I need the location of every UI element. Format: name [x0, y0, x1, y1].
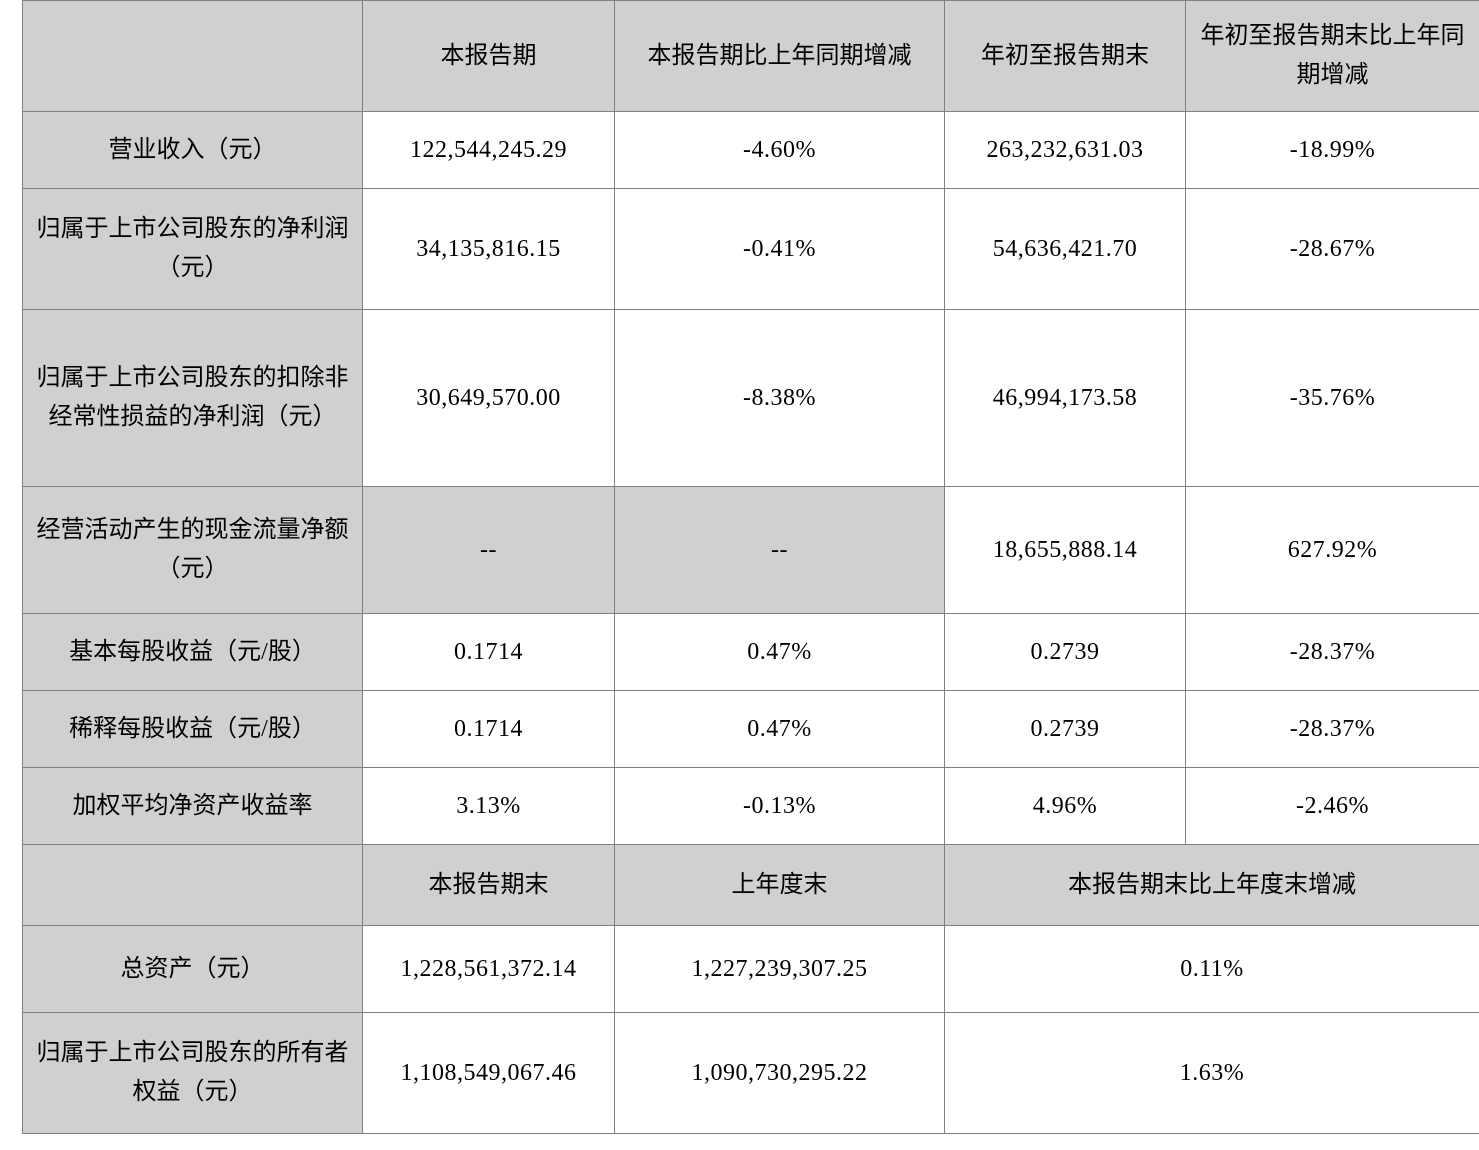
table-row: 总资产（元） 1,228,561,372.14 1,227,239,307.25… [22, 925, 1479, 1013]
table-row: 归属于上市公司股东的所有者权益（元） 1,108,549,067.46 1,09… [22, 1012, 1479, 1134]
header-cell-current-period-yoy: 本报告期比上年同期增减 [614, 0, 945, 112]
header-cell-ytd: 年初至报告期末 [944, 0, 1186, 112]
row-label-operating-cash-flow: 经营活动产生的现金流量净额（元） [22, 486, 363, 614]
cell-operating-cash-flow-ytd-yoy: 627.92% [1185, 486, 1479, 614]
table-row: 归属于上市公司股东的净利润（元） 34,135,816.15 -0.41% 54… [22, 188, 1479, 310]
cell-basic-eps-current-period: 0.1714 [362, 613, 615, 691]
cell-basic-eps-ytd-yoy: -28.37% [1185, 613, 1479, 691]
cell-basic-eps-current-period-yoy: 0.47% [614, 613, 945, 691]
cell-operating-cash-flow-current-period-yoy: -- [614, 486, 945, 614]
cell-revenue-ytd: 263,232,631.03 [944, 111, 1186, 189]
cell-total-assets-change: 0.11% [944, 925, 1479, 1013]
header-cell-blank [22, 0, 363, 112]
row-label-weighted-roe: 加权平均净资产收益率 [22, 767, 363, 845]
cell-net-profit-current-period: 34,135,816.15 [362, 188, 615, 310]
cell-net-profit-ytd: 54,636,421.70 [944, 188, 1186, 310]
header2-cell-period-end: 本报告期末 [362, 844, 615, 926]
cell-operating-cash-flow-ytd: 18,655,888.14 [944, 486, 1186, 614]
row-label-total-assets: 总资产（元） [22, 925, 363, 1013]
row-label-diluted-eps: 稀释每股收益（元/股） [22, 690, 363, 768]
table-row: 经营活动产生的现金流量净额（元） -- -- 18,655,888.14 627… [22, 486, 1479, 614]
cell-diluted-eps-ytd: 0.2739 [944, 690, 1186, 768]
header-cell-ytd-yoy: 年初至报告期末比上年同期增减 [1185, 0, 1479, 112]
table-row: 营业收入（元） 122,544,245.29 -4.60% 263,232,63… [22, 111, 1479, 189]
row-label-net-profit-deducted: 归属于上市公司股东的扣除非经常性损益的净利润（元） [22, 309, 363, 487]
cell-weighted-roe-current-period-yoy: -0.13% [614, 767, 945, 845]
cell-diluted-eps-ytd-yoy: -28.37% [1185, 690, 1479, 768]
cell-weighted-roe-ytd: 4.96% [944, 767, 1186, 845]
cell-net-profit-current-period-yoy: -0.41% [614, 188, 945, 310]
table-row: 基本每股收益（元/股） 0.1714 0.47% 0.2739 -28.37% [22, 613, 1479, 691]
row-label-revenue: 营业收入（元） [22, 111, 363, 189]
cell-revenue-current-period-yoy: -4.60% [614, 111, 945, 189]
cell-revenue-ytd-yoy: -18.99% [1185, 111, 1479, 189]
cell-basic-eps-ytd: 0.2739 [944, 613, 1186, 691]
cell-net-profit-deducted-ytd-yoy: -35.76% [1185, 309, 1479, 487]
cell-revenue-current-period: 122,544,245.29 [362, 111, 615, 189]
header-cell-current-period: 本报告期 [362, 0, 615, 112]
cell-net-profit-deducted-current-period: 30,649,570.00 [362, 309, 615, 487]
section-one-header-row: 本报告期 本报告期比上年同期增减 年初至报告期末 年初至报告期末比上年同期增减 [22, 0, 1479, 112]
cell-net-profit-ytd-yoy: -28.67% [1185, 188, 1479, 310]
cell-total-assets-period-end: 1,228,561,372.14 [362, 925, 615, 1013]
header2-cell-change: 本报告期末比上年度末增减 [944, 844, 1479, 926]
cell-equity-period-end: 1,108,549,067.46 [362, 1012, 615, 1134]
cell-operating-cash-flow-current-period: -- [362, 486, 615, 614]
row-label-basic-eps: 基本每股收益（元/股） [22, 613, 363, 691]
cell-weighted-roe-ytd-yoy: -2.46% [1185, 767, 1479, 845]
cell-net-profit-deducted-current-period-yoy: -8.38% [614, 309, 945, 487]
table-row: 加权平均净资产收益率 3.13% -0.13% 4.96% -2.46% [22, 767, 1479, 845]
section-two-header-row: 本报告期末 上年度末 本报告期末比上年度末增减 [22, 844, 1479, 926]
row-label-net-profit-attributable: 归属于上市公司股东的净利润（元） [22, 188, 363, 310]
table-row: 归属于上市公司股东的扣除非经常性损益的净利润（元） 30,649,570.00 … [22, 309, 1479, 487]
quarterly-financial-summary-table: 本报告期 本报告期比上年同期增减 年初至报告期末 年初至报告期末比上年同期增减 … [22, 0, 1479, 1134]
cell-weighted-roe-current-period: 3.13% [362, 767, 615, 845]
cell-equity-change: 1.63% [944, 1012, 1479, 1134]
cell-diluted-eps-current-period-yoy: 0.47% [614, 690, 945, 768]
header2-cell-blank [22, 844, 363, 926]
row-label-equity-attributable: 归属于上市公司股东的所有者权益（元） [22, 1012, 363, 1134]
table-row: 稀释每股收益（元/股） 0.1714 0.47% 0.2739 -28.37% [22, 690, 1479, 768]
cell-equity-last-year-end: 1,090,730,295.22 [614, 1012, 945, 1134]
cell-net-profit-deducted-ytd: 46,994,173.58 [944, 309, 1186, 487]
cell-diluted-eps-current-period: 0.1714 [362, 690, 615, 768]
header2-cell-last-year-end: 上年度末 [614, 844, 945, 926]
cell-total-assets-last-year-end: 1,227,239,307.25 [614, 925, 945, 1013]
